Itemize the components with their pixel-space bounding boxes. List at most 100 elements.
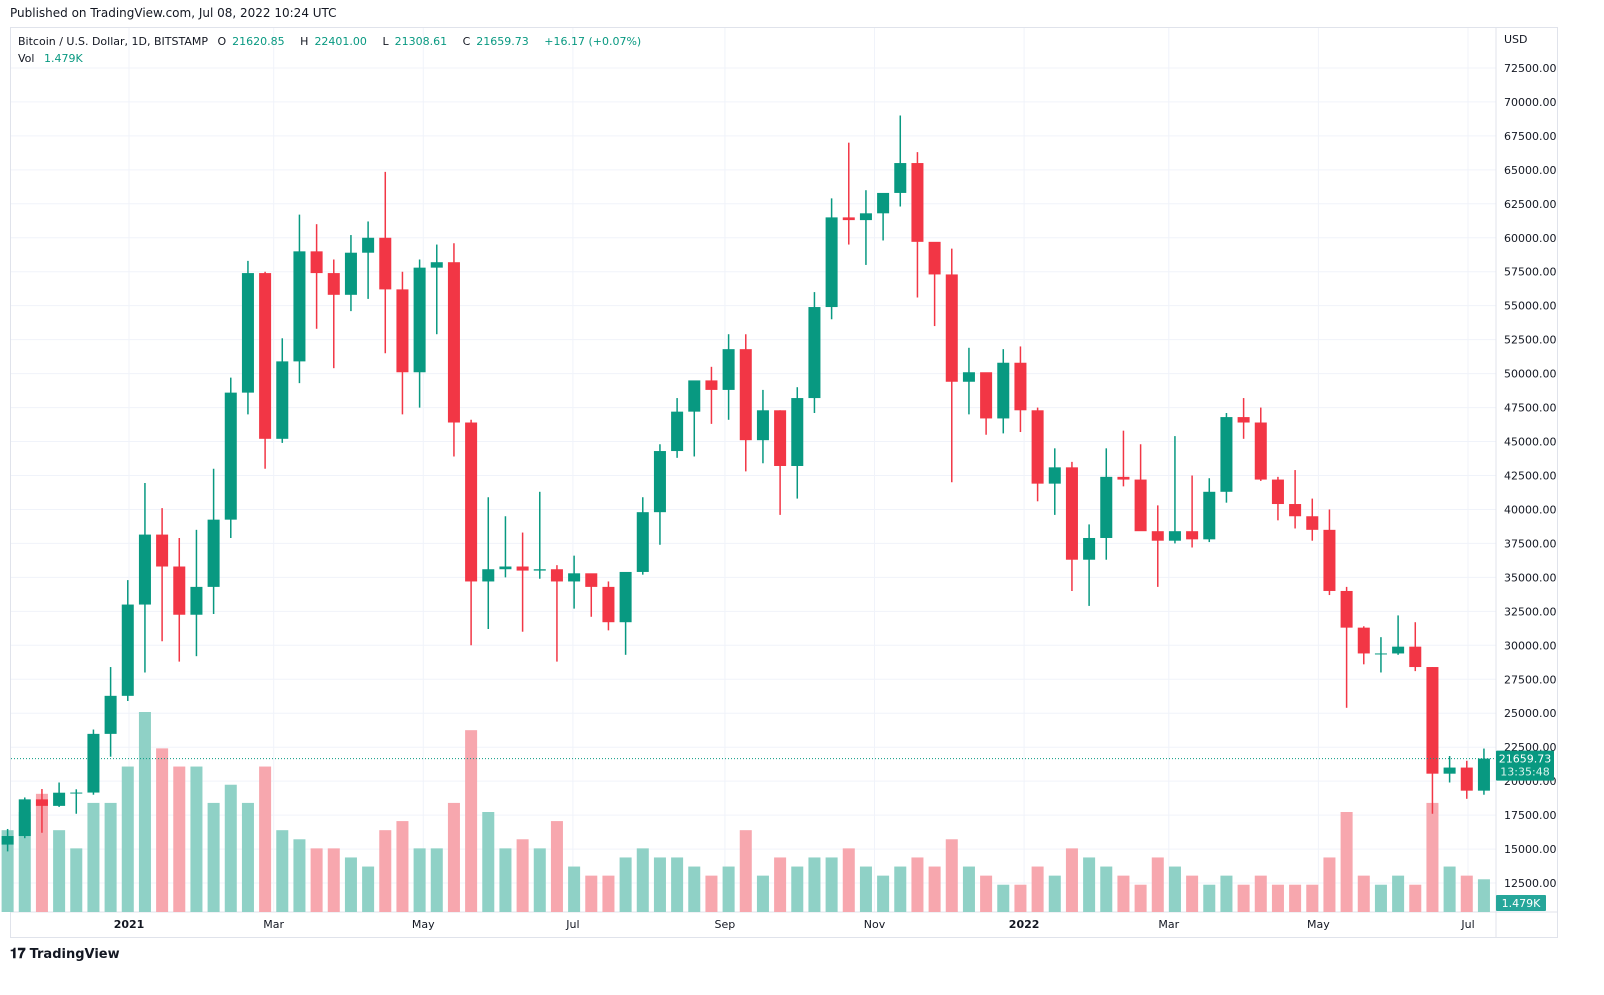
volume-bar [482,812,495,912]
candle-body [413,267,426,373]
open-value: O 21620.85 [217,35,285,48]
volume-bar [1203,884,1216,912]
volume-bar [997,884,1010,912]
candle-body [980,372,993,419]
candle-body [533,569,546,571]
candle-body [344,252,357,295]
candle-body [1306,516,1319,530]
candle-body [1048,467,1061,484]
x-tick-label: Nov [864,918,886,931]
volume-bar [87,802,100,912]
y-tick-label: 45000.00 [1504,436,1557,449]
candle-body [259,273,272,439]
volume-bar [825,857,838,912]
volume-bar [1340,812,1353,912]
volume-bar [842,848,855,912]
x-tick-label: Mar [263,918,284,931]
candle-body [482,569,495,582]
volume-bar [1357,875,1370,912]
volume-bar [241,802,254,912]
candle-body [53,792,66,806]
y-tick-label: 27500.00 [1504,673,1557,686]
candle-body [121,604,134,696]
y-tick-label: 12500.00 [1504,877,1557,890]
volume-bar [791,866,804,912]
footer-brand: TradingView [29,946,120,962]
y-tick-label: 57500.00 [1504,266,1557,279]
candle-body [688,380,701,412]
volume-bar [980,875,993,912]
volume-bar [53,830,66,912]
volume-bar [1,830,14,912]
candle-body [1254,422,1267,480]
y-tick-label: 42500.00 [1504,469,1557,482]
candle-body [1203,491,1216,540]
volume-bar [259,766,272,912]
ohlc-row: Bitcoin / U.S. Dollar, 1D, BITSTAMP O 216… [18,33,647,50]
volume-bar [1392,875,1405,912]
currency-label: USD [1504,33,1528,46]
candle-body [962,372,975,382]
volume-bar [619,857,632,912]
candle-body [430,262,443,268]
candle-body [550,569,563,582]
volume-bar [808,857,821,912]
candle-body [1426,667,1439,774]
y-tick-label: 72500.00 [1504,62,1557,75]
tradingview-footer[interactable]: 𝟏𝟕 TradingView [10,946,120,962]
candle-body [104,695,117,734]
symbol-title[interactable]: Bitcoin / U.S. Dollar, 1D, BITSTAMP [18,35,208,48]
volume-bar [1374,884,1387,912]
candle-body [447,262,460,423]
candle-body [207,519,220,587]
candle-body [362,237,375,253]
candle-body [1014,362,1027,411]
y-tick-label: 65000.00 [1504,164,1557,177]
volume-bar [1409,884,1422,912]
candle-body [1168,531,1181,541]
volume-bar [1323,857,1336,912]
volume-bar [499,848,512,912]
volume-bar [1014,884,1027,912]
volume-bar [138,712,151,912]
candle-body [1460,767,1473,791]
y-tick-label: 37500.00 [1504,537,1557,550]
volume-bar [774,857,787,912]
candle-body [499,566,512,570]
x-tick-label: 2022 [1009,918,1040,931]
candle-body [671,411,684,452]
x-tick-label: May [1307,918,1330,931]
volume-bar [1151,857,1164,912]
volume-label[interactable]: Vol [18,52,35,65]
candle-body [87,733,100,793]
volume-bar [705,875,718,912]
volume-bar [156,748,169,912]
high-value: H 22401.00 [300,35,367,48]
low-value: L 21308.61 [382,35,448,48]
close-value: C 21659.73 [462,35,529,48]
volume-bar [1117,875,1130,912]
y-tick-label: 30000.00 [1504,639,1557,652]
x-tick-label: Jul [1460,918,1474,931]
candle-body [1340,590,1353,628]
candle-body [379,237,392,290]
y-tick-label: 15000.00 [1504,843,1557,856]
candle-body [928,241,941,275]
candle-body [1031,410,1044,484]
volume-bar [224,784,237,912]
y-tick-label: 47500.00 [1504,402,1557,415]
candle-body [585,573,598,587]
volume-bar [1237,884,1250,912]
volume-bar [190,766,203,912]
candle-body [465,422,478,582]
volume-bar [877,875,890,912]
candle-body [1237,417,1250,423]
candle-body [911,163,924,242]
candle-body [1,836,14,845]
volume-bar [602,875,615,912]
volume-bar [533,848,546,912]
candle-body [636,512,649,572]
candle-body [293,251,306,362]
chart-legend: Bitcoin / U.S. Dollar, 1D, BITSTAMP O 216… [18,33,647,67]
